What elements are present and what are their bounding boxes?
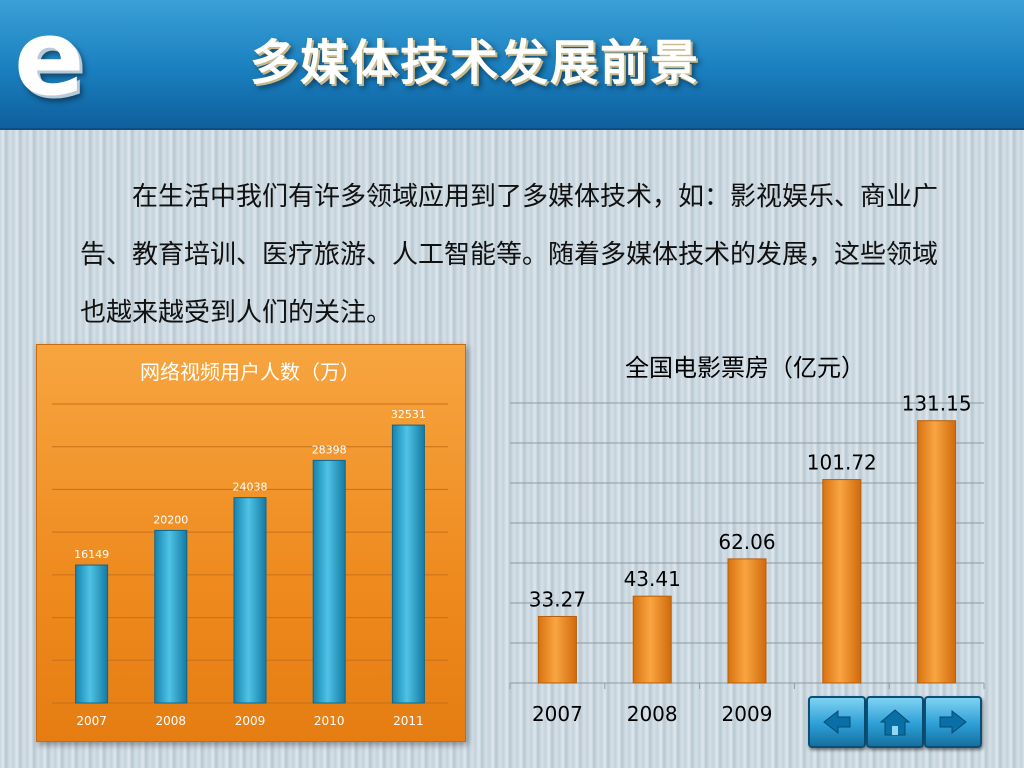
navigation-buttons [808, 696, 982, 748]
header-bar: e 多媒体技术发展前景 [0, 0, 1024, 130]
back-arrow-icon [823, 709, 851, 735]
left-tick-label: 2007 [76, 714, 107, 728]
right-tick-label: 2007 [532, 702, 583, 726]
next-button[interactable] [924, 696, 982, 748]
left-tick-label: 2011 [393, 714, 424, 728]
left-chart-title: 网络视频用户人数（万） [140, 360, 360, 384]
left-bar [75, 564, 109, 704]
right-bar [632, 595, 672, 684]
right-bar [727, 558, 767, 684]
left-data-label: 20200 [153, 513, 188, 526]
right-tick-label: 2008 [627, 702, 678, 726]
right-tick-label: 2009 [722, 702, 773, 726]
right-data-label: 33.27 [529, 587, 586, 611]
left-data-label: 16149 [74, 548, 109, 561]
right-chart-title: 全国电影票房（亿元） [625, 354, 865, 382]
left-tick-label: 2010 [314, 714, 345, 728]
right-data-label: 62.06 [718, 530, 775, 554]
page-title: 多媒体技术发展前景 [250, 35, 701, 91]
right-data-label: 101.72 [807, 451, 877, 475]
right-bar [917, 420, 957, 684]
left-bar [391, 424, 425, 704]
left-tick-label: 2009 [235, 714, 266, 728]
forward-arrow-icon [939, 709, 967, 735]
right-bar [537, 615, 577, 684]
logo: e [14, 0, 85, 119]
right-data-label: 131.15 [902, 392, 972, 416]
left-bar [233, 497, 267, 704]
left-data-label: 24038 [233, 481, 268, 494]
right-data-label: 43.41 [624, 567, 681, 591]
left-tick-label: 2008 [156, 714, 187, 728]
intro-paragraph: 在生活中我们有许多领域应用到了多媒体技术，如：影视娱乐、商业广告、教育培训、医疗… [80, 182, 939, 328]
left-bar [312, 459, 346, 704]
left-data-label: 32531 [391, 408, 426, 421]
left-data-label: 28398 [312, 443, 347, 456]
home-button[interactable] [866, 696, 924, 748]
right-bar [822, 479, 862, 684]
prev-button[interactable] [808, 696, 866, 748]
left-bar [154, 529, 188, 704]
home-icon [879, 709, 911, 736]
